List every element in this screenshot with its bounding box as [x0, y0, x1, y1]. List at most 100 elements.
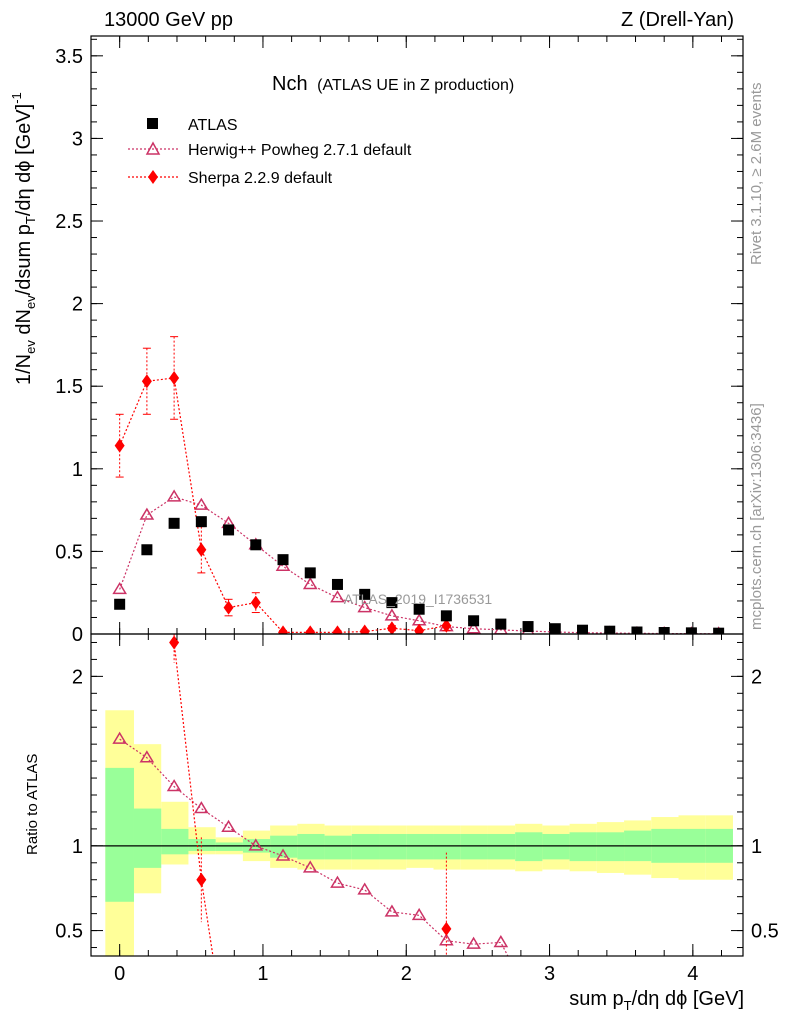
legend-label-sherpa: Sherpa 2.2.9 default [188, 170, 333, 187]
atlas-point [604, 625, 616, 634]
ratio-sherpa-point [169, 635, 180, 650]
ratio-sherpa-point [441, 921, 452, 936]
ratio-y-tick-label-right: 2 [751, 666, 762, 688]
atlas-point [114, 598, 126, 610]
herwig-point [166, 489, 182, 502]
ratio-herwig-point [384, 904, 400, 917]
herwig-point [411, 613, 427, 626]
rivet-label: Rivet 3.1.10, ≥ 2.6M events [748, 83, 765, 266]
atlas-point [223, 524, 235, 536]
y-tick-label: 3 [72, 128, 83, 150]
uncertainty-band-inner [379, 833, 407, 860]
plot-title-sub: (ATLAS UE in Z production) [317, 77, 514, 94]
ratio-y-tick-label: 1 [72, 836, 83, 858]
legend-label-herwig: Herwig++ Powheg 2.7.1 default [188, 142, 412, 159]
y-axis-title: 1/Nev dNev/dsum pT/dη dϕ [GeV]-1 [9, 92, 38, 385]
x-tick-label: 2 [401, 963, 412, 985]
ratio-herwig-point [221, 819, 236, 832]
herwig-point [357, 600, 373, 613]
uncertainty-band-inner [406, 833, 434, 860]
sherpa-point [196, 542, 207, 557]
ratio-herwig-point [139, 750, 155, 763]
uncertainty-band-inner [351, 833, 380, 860]
herwig-point [112, 581, 127, 595]
sherpa-point [141, 374, 152, 389]
legend-marker-herwig [145, 141, 161, 155]
herwig-point [194, 497, 209, 510]
herwig-point [302, 576, 318, 590]
y-tick-label: 1 [72, 459, 83, 481]
atlas-point [549, 623, 561, 634]
uncertainty-band-inner [542, 833, 570, 860]
sherpa-point [386, 621, 397, 634]
x-tick-label: 3 [544, 963, 555, 985]
atlas-point [250, 539, 262, 551]
herwig-point [330, 590, 345, 603]
atlas-point [468, 615, 480, 627]
uncertainty-band-inner [270, 835, 298, 858]
sherpa-point [305, 625, 316, 634]
ratio-herwig-point [275, 848, 291, 861]
mcplots-label: mcplots.cern.ch [arXiv:1306:3436] [748, 403, 765, 630]
uncertainty-band-inner [215, 842, 243, 851]
ratio-herwig-point [112, 731, 127, 744]
atlas-point [713, 627, 725, 634]
ratio-herwig-point [194, 801, 209, 814]
legend: ATLAS Herwig++ Powheg 2.7.1 default Sher… [128, 117, 412, 187]
main-plot: 0 0.5 1 1.5 2 2.5 3 3.5 [55, 35, 744, 646]
atlas-point [331, 578, 343, 590]
sherpa-point [332, 625, 343, 634]
header-left: 13000 GeV pp [104, 9, 233, 31]
uncertainty-band-inner [433, 833, 461, 860]
ratio-y-axis-title: Ratio to ATLAS [24, 754, 41, 855]
uncertainty-band-inner [188, 839, 216, 851]
sherpa-point [441, 618, 452, 633]
y-tick-label: 0.5 [55, 541, 83, 563]
ratio-frame [90, 633, 744, 957]
ratio-y-tick-label: 0.5 [55, 921, 83, 943]
atlas-point [359, 588, 371, 600]
atlas-point [277, 554, 289, 566]
plot-title-main: Nch [272, 73, 308, 95]
uncertainty-band-inner [297, 833, 325, 860]
herwig-point [275, 558, 291, 572]
uncertainty-band-inner [133, 808, 162, 868]
sherpa-point [223, 600, 234, 615]
atlas-point [495, 618, 507, 630]
y-tick-label: 3.5 [55, 46, 83, 68]
ratio-plot: 0.5 0.5 1 1 2 2 0 1 2 3 4 [55, 633, 779, 985]
atlas-point [658, 627, 670, 634]
herwig-point [384, 608, 400, 621]
ratio-sherpa-point [196, 872, 207, 887]
atlas-point [685, 627, 697, 634]
ratio-herwig-point [493, 934, 509, 948]
y-tick-label: 0 [72, 624, 83, 646]
legend-marker-sherpa [148, 170, 158, 184]
ratio-y-tick-label-right: 1 [751, 836, 762, 858]
uncertainty-band-inner [487, 833, 516, 860]
uncertainty-band-inner [596, 832, 625, 862]
x-axis-title: sum pT/dη dϕ [GeV] [569, 988, 744, 1013]
sherpa-point [114, 438, 125, 453]
atlas-point [522, 621, 534, 633]
atlas-point [440, 610, 452, 622]
header-right: Z (Drell-Yan) [621, 9, 734, 31]
legend-label-atlas: ATLAS [188, 117, 238, 134]
atlas-point [195, 516, 207, 528]
ratio-herwig-point [166, 779, 182, 792]
herwig-point [466, 621, 481, 634]
uncertainty-band-inner [460, 833, 488, 860]
ratio-y-tick-label-right: 0.5 [751, 921, 779, 943]
ratio-herwig-point [411, 907, 427, 921]
ratio-herwig-point [357, 882, 373, 895]
sherpa-point [250, 595, 261, 610]
uncertainty-band-inner [324, 835, 352, 860]
main-series [112, 336, 725, 634]
plot-title: Nch (ATLAS UE in Z production) [272, 73, 514, 95]
sherpa-point [414, 623, 425, 634]
atlas-point [386, 597, 398, 609]
atlas-point [168, 517, 180, 529]
ratio-herwig-point [330, 875, 345, 888]
uncertainty-band-inner [105, 767, 134, 902]
